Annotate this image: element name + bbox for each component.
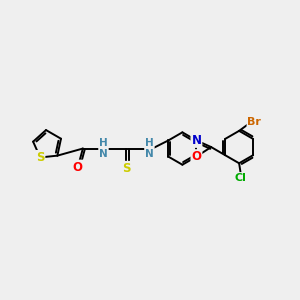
Text: O: O <box>73 160 83 174</box>
Text: S: S <box>122 162 131 175</box>
Text: S: S <box>36 151 44 164</box>
Text: N: N <box>191 134 201 147</box>
Text: O: O <box>191 150 201 163</box>
Text: H
N: H N <box>99 138 108 159</box>
Text: H
N: H N <box>145 138 154 159</box>
Text: Br: Br <box>248 117 261 127</box>
Text: Cl: Cl <box>235 173 247 183</box>
